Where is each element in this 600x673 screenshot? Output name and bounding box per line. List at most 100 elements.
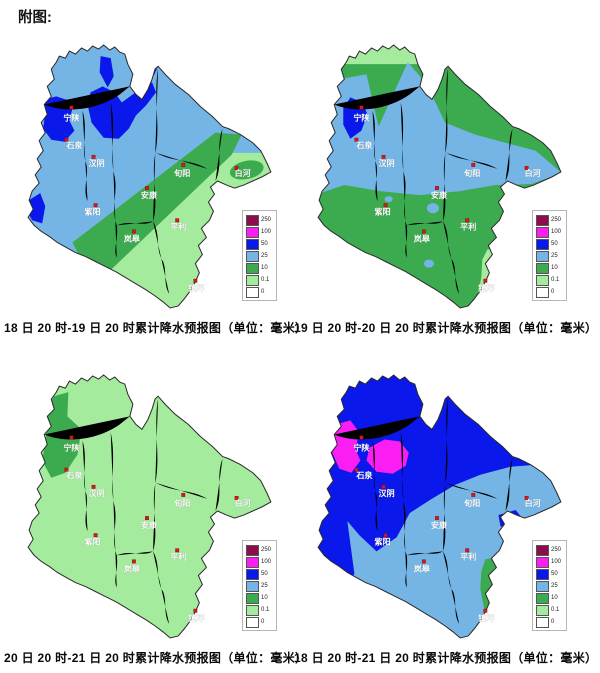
- map-caption: 20 日 20 时-21 日 20 时累计降水预报图（单位：毫米）: [4, 651, 308, 665]
- legend-row: 10: [536, 262, 564, 274]
- legend-swatch: [536, 262, 549, 274]
- city-label: 白河: [525, 168, 541, 178]
- precip-legend: 250 100 50 25 10 0.1 0: [532, 210, 567, 301]
- city-label: 汉阴: [89, 488, 105, 498]
- legend-row: 0.1: [536, 604, 564, 616]
- legend-swatch: [246, 226, 259, 238]
- city-marker: [234, 166, 239, 170]
- legend-row: 50: [536, 568, 564, 580]
- city-label: 宁陕: [63, 113, 80, 123]
- city-label: 石泉: [65, 470, 83, 480]
- city-label: 白河: [525, 498, 541, 508]
- legend-swatch: [536, 238, 549, 250]
- city-marker: [524, 496, 529, 500]
- legend-row: 250: [246, 214, 274, 226]
- city-label: 紫阳: [85, 206, 101, 216]
- legend-swatch: [246, 604, 259, 616]
- city-marker: [91, 154, 96, 159]
- legend-value: 250: [551, 217, 562, 223]
- legend-value: 25: [261, 253, 268, 259]
- legend-swatch: [246, 250, 259, 262]
- map-panel-3: 宁陕 石泉 汉阴 紫阳 安康 岚皋 平利 旬阳 白河 镇坪 250 100 50 25 10 0.1 0 20…: [4, 372, 307, 672]
- legend-row: 100: [246, 556, 274, 568]
- legend-value: 0: [551, 289, 555, 295]
- legend-swatch: [246, 556, 259, 568]
- legend-row: 25: [246, 580, 274, 592]
- legend-swatch: [536, 274, 549, 286]
- legend-value: 10: [551, 595, 558, 601]
- city-marker: [471, 492, 476, 497]
- city-marker: [69, 435, 74, 440]
- legend-row: 100: [246, 226, 274, 238]
- legend-row: 0: [246, 616, 274, 628]
- city-marker: [465, 548, 470, 553]
- legend-row: 0: [536, 616, 564, 628]
- legend-row: 0: [536, 286, 564, 298]
- legend-row: 25: [536, 250, 564, 262]
- city-label: 汉阴: [379, 158, 395, 168]
- legend-swatch: [246, 238, 259, 250]
- map-caption: 18 日 20 时-19 日 20 时累计降水预报图（单位：毫米）: [4, 321, 308, 335]
- city-marker: [93, 533, 98, 538]
- legend-swatch: [246, 580, 259, 592]
- legend-swatch: [246, 274, 259, 286]
- city-marker: [145, 516, 149, 520]
- city-marker: [193, 608, 198, 613]
- city-label: 安康: [141, 520, 158, 530]
- legend-row: 0.1: [246, 604, 274, 616]
- city-label: 宁陕: [63, 443, 80, 453]
- legend-swatch: [536, 226, 549, 238]
- legend-value: 50: [551, 241, 558, 247]
- city-label: 石泉: [355, 140, 373, 150]
- city-label: 石泉: [355, 470, 373, 480]
- legend-value: 100: [261, 229, 272, 235]
- city-label: 紫阳: [375, 206, 391, 216]
- city-label: 紫阳: [375, 536, 391, 546]
- legend-swatch: [536, 214, 549, 226]
- city-marker: [145, 186, 149, 190]
- legend-row: 0.1: [536, 274, 564, 286]
- city-label: 平利: [460, 221, 476, 231]
- city-label: 岚皋: [414, 233, 431, 243]
- legend-swatch: [536, 286, 549, 298]
- city-marker: [421, 229, 426, 234]
- city-marker: [383, 533, 388, 538]
- legend-row: 50: [246, 568, 274, 580]
- map-panel-4: 宁陕 石泉 汉阴 紫阳 安康 岚皋 平利 旬阳 白河 镇坪 250 100 50 25 10 0.1 0 18…: [294, 372, 597, 672]
- legend-swatch: [246, 568, 259, 580]
- legend-value: 25: [551, 253, 558, 259]
- city-marker: [181, 162, 186, 167]
- city-label: 岚皋: [414, 563, 431, 573]
- city-marker: [193, 278, 198, 283]
- city-label: 镇坪: [478, 283, 494, 293]
- city-label: 旬阳: [463, 498, 480, 508]
- figure-label: 附图:: [18, 10, 52, 26]
- legend-swatch: [246, 592, 259, 604]
- city-label: 镇坪: [478, 613, 494, 623]
- legend-value: 50: [261, 571, 268, 577]
- city-label: 岚皋: [124, 233, 141, 243]
- city-label: 镇坪: [188, 613, 204, 623]
- city-label: 白河: [235, 168, 251, 178]
- city-label: 旬阳: [173, 168, 190, 178]
- legend-row: 10: [246, 592, 274, 604]
- city-marker: [69, 105, 74, 110]
- city-label: 汉阴: [89, 158, 105, 168]
- city-marker: [181, 492, 186, 497]
- city-label: 平利: [460, 551, 476, 561]
- city-marker: [483, 608, 488, 613]
- legend-swatch: [246, 544, 259, 556]
- city-marker: [234, 496, 239, 500]
- legend-row: 100: [536, 226, 564, 238]
- legend-swatch: [536, 250, 549, 262]
- legend-swatch: [536, 544, 549, 556]
- city-label: 安康: [431, 520, 448, 530]
- legend-swatch: [536, 580, 549, 592]
- city-marker: [383, 203, 388, 208]
- city-marker: [435, 516, 439, 520]
- legend-value: 0: [551, 619, 555, 625]
- legend-row: 25: [536, 580, 564, 592]
- city-label: 宁陕: [353, 443, 370, 453]
